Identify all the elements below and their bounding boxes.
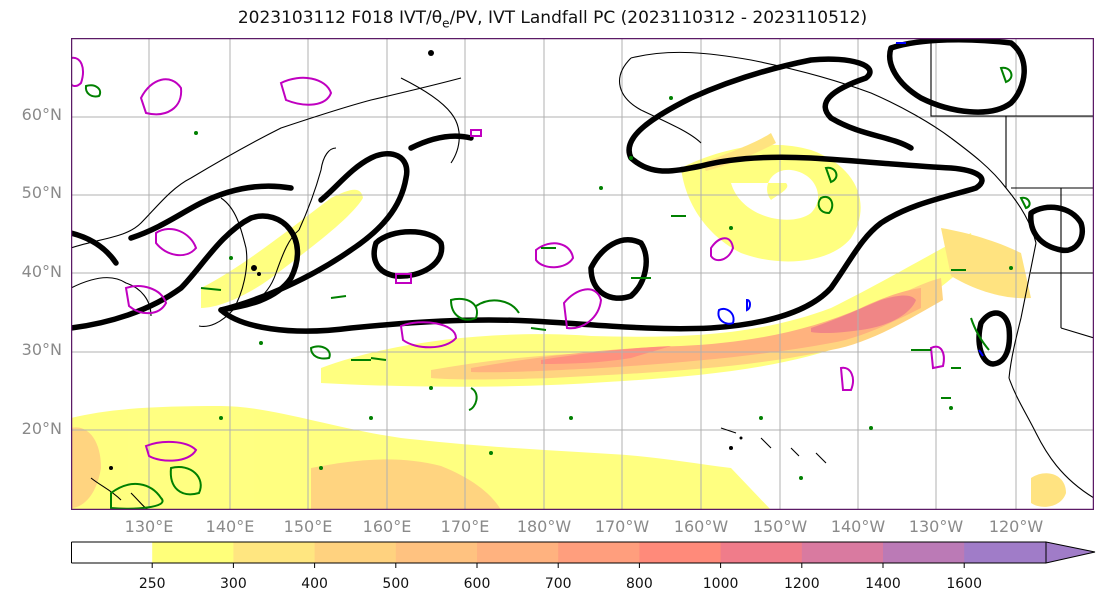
colorbar-segment <box>233 542 316 563</box>
colorbar-label: 1600 <box>946 576 982 592</box>
lat-label-40n: 40°N <box>21 262 62 281</box>
pc-contour-west <box>71 230 119 266</box>
ivt-pc-contours <box>71 38 1085 367</box>
lon-label-160w: 160°W <box>673 517 729 536</box>
colorbar-segment <box>720 542 803 563</box>
colorbar-label: 1000 <box>702 576 739 592</box>
pc-contour-ring-3 <box>887 38 1027 115</box>
colorbar-label: 800 <box>626 576 653 592</box>
colorbar-label: 250 <box>138 576 166 592</box>
colorbar-segment <box>883 542 965 563</box>
lon-label-160e: 160°E <box>362 517 412 536</box>
pv-contours <box>71 56 945 462</box>
colorbar-segment <box>639 542 722 563</box>
ivt-band-core-3 <box>541 346 671 364</box>
colorbar-segment <box>71 542 153 563</box>
lon-label-170e: 170°E <box>440 517 490 536</box>
pc-contour-ring-5 <box>976 310 1013 367</box>
colorbar-segment <box>314 542 397 563</box>
lat-label-30n: 30°N <box>21 340 62 359</box>
map-panel <box>71 38 1094 510</box>
pc-contour-kamchatka <box>218 151 410 313</box>
map-frame <box>71 38 1094 510</box>
colorbar-extend-arrow <box>1045 541 1096 564</box>
black-islands <box>109 50 743 470</box>
ivt-japan-plume <box>201 189 363 308</box>
lon-label-120w: 120°W <box>988 517 1044 536</box>
ivt-shading <box>71 133 1066 510</box>
colorbar-label: 1400 <box>865 576 901 592</box>
ivt-blob-east <box>1031 473 1066 507</box>
colorbar-segment <box>152 542 234 563</box>
lon-label-170w: 170°W <box>594 517 650 536</box>
colorbar-label: 400 <box>301 576 328 592</box>
lat-label-60n: 60°N <box>21 105 62 124</box>
lon-label-130w: 130°W <box>908 517 964 536</box>
pc-contour-bering <box>408 133 474 151</box>
pc-contour-ring-1 <box>371 229 445 279</box>
lon-label-140w: 140°W <box>830 517 886 536</box>
lon-label-140e: 140°E <box>205 517 255 536</box>
ivt-nw-coast <box>941 228 1031 299</box>
lon-label-130e: 130°E <box>124 517 174 536</box>
ivt-band-core-4 <box>811 295 916 334</box>
ivt-subtropic-core <box>311 459 501 510</box>
pc-contour-ring-4 <box>1028 204 1085 254</box>
colorbar-label: 500 <box>382 576 410 592</box>
lon-label-150e: 150°E <box>283 517 333 536</box>
colorbar-segment <box>964 542 1046 563</box>
colorbar-label: 300 <box>220 576 247 592</box>
lat-label-50n: 50°N <box>21 183 62 202</box>
lon-label-150w: 150°W <box>752 517 808 536</box>
colorbar-segment <box>558 542 640 563</box>
ivt-blob-west <box>71 427 101 508</box>
lat-label-20n: 20°N <box>21 419 62 438</box>
theta-e-contours <box>84 66 1031 510</box>
colorbar-label: 600 <box>463 576 491 592</box>
ivt-subtropic <box>71 406 771 510</box>
colorbar-segment <box>395 542 478 563</box>
pc-contour-ring-2 <box>588 237 649 301</box>
blue-contours <box>717 42 984 357</box>
colorbar <box>71 541 1096 568</box>
colorbar-label: 1200 <box>783 576 820 592</box>
figure-title: 2023103112 F018 IVT/θe/PV, IVT Landfall … <box>237 8 868 31</box>
colorbar-label: 700 <box>544 576 572 592</box>
colorbar-segment <box>477 542 559 563</box>
ivt-gulf-swirl <box>681 144 861 262</box>
scattered-dots <box>194 96 1013 480</box>
lon-label-180w: 180°W <box>516 517 572 536</box>
colorbar-segment <box>801 542 884 563</box>
pc-contour-japan <box>128 183 294 241</box>
